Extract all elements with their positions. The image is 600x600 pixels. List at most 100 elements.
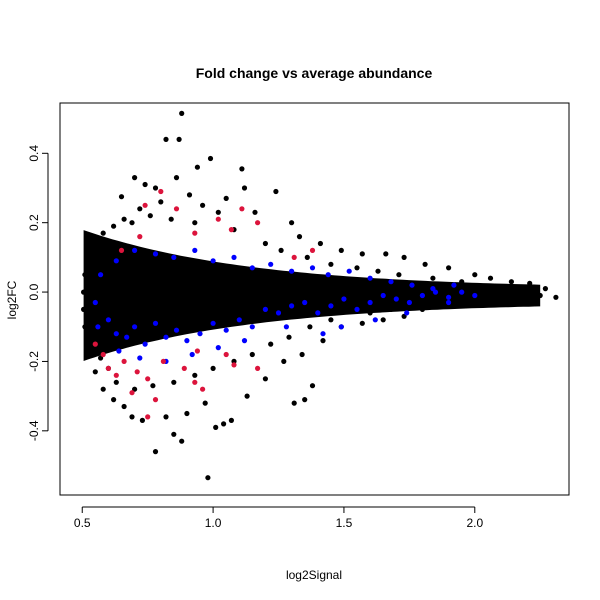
data-point	[446, 265, 452, 271]
data-point	[309, 247, 316, 253]
data-point	[553, 294, 559, 300]
data-point	[192, 230, 198, 236]
data-point	[152, 185, 159, 191]
data-point	[192, 247, 198, 253]
data-point	[296, 234, 303, 240]
data-point	[320, 331, 326, 337]
data-point	[221, 421, 227, 427]
data-point	[396, 272, 402, 278]
data-point	[304, 254, 310, 260]
data-point	[255, 365, 261, 371]
data-point	[139, 417, 145, 423]
x-tick-label: 0.5	[74, 516, 91, 530]
data-point	[92, 341, 98, 347]
data-point	[113, 331, 119, 337]
data-point	[132, 247, 138, 253]
data-point	[338, 247, 344, 253]
data-point	[84, 345, 91, 351]
data-point	[249, 351, 255, 358]
data-point	[354, 265, 360, 271]
data-point	[409, 282, 415, 288]
data-point	[388, 306, 394, 312]
series-1	[92, 247, 478, 364]
data-point	[542, 286, 549, 292]
data-point	[121, 358, 127, 364]
data-point	[289, 268, 295, 274]
data-point	[132, 324, 138, 330]
data-point	[173, 175, 180, 181]
data-point	[194, 164, 200, 170]
data-point	[200, 386, 206, 392]
data-point	[275, 310, 282, 316]
data-point	[82, 324, 88, 330]
series-2	[92, 188, 316, 420]
data-point	[404, 310, 410, 316]
data-point	[435, 296, 441, 302]
series-0	[81, 110, 559, 481]
data-point	[309, 383, 316, 389]
data-point	[210, 365, 216, 371]
data-point	[459, 279, 465, 285]
data-point	[383, 251, 389, 257]
data-point	[116, 348, 122, 354]
data-point	[147, 213, 153, 219]
data-point	[210, 320, 216, 326]
x-axis: 0.5 1.0 1.5 2.0	[74, 506, 483, 530]
data-point	[487, 275, 494, 281]
y-tick-label: 0.4	[27, 145, 41, 162]
data-point	[113, 379, 119, 385]
data-point	[100, 351, 106, 358]
data-point	[516, 292, 522, 299]
data-point	[121, 216, 127, 222]
data-point	[179, 438, 185, 444]
data-point	[160, 358, 166, 364]
data-point	[223, 195, 229, 201]
data-point	[181, 365, 187, 371]
data-point	[231, 362, 237, 368]
data-point	[158, 199, 164, 205]
data-point	[213, 424, 219, 430]
data-point	[142, 202, 148, 208]
data-point	[459, 296, 465, 302]
data-point	[129, 414, 135, 420]
data-point	[422, 261, 428, 267]
data-point	[393, 296, 399, 302]
data-point	[81, 289, 87, 295]
data-point	[320, 338, 326, 344]
dense-band	[83, 230, 541, 361]
data-point	[299, 351, 305, 358]
y-tick-label: -0.2	[27, 351, 41, 372]
data-point	[118, 247, 125, 253]
data-point	[176, 136, 182, 142]
data-point	[446, 294, 452, 300]
data-point	[451, 282, 457, 288]
data-point	[189, 351, 195, 358]
data-point	[118, 194, 125, 200]
data-point	[338, 324, 344, 330]
data-point	[315, 310, 321, 316]
data-point	[236, 317, 242, 323]
data-point	[430, 286, 436, 292]
data-point	[346, 268, 352, 274]
data-point	[255, 220, 261, 226]
data-point	[121, 403, 127, 410]
data-point	[215, 216, 221, 222]
plot-frame	[59, 102, 570, 496]
data-point	[152, 397, 159, 403]
data-point	[249, 324, 255, 330]
data-point	[223, 327, 229, 333]
y-tick-label: -0.4	[27, 420, 41, 441]
data-point	[186, 192, 193, 198]
data-point	[100, 230, 106, 236]
x-axis-label: log2Signal	[286, 568, 342, 582]
data-point	[158, 188, 164, 195]
data-point	[419, 306, 425, 312]
data-point	[215, 345, 221, 351]
data-point	[380, 317, 386, 323]
data-point	[291, 254, 297, 260]
data-point	[302, 299, 308, 306]
data-point	[325, 272, 331, 278]
data-point	[197, 331, 203, 337]
